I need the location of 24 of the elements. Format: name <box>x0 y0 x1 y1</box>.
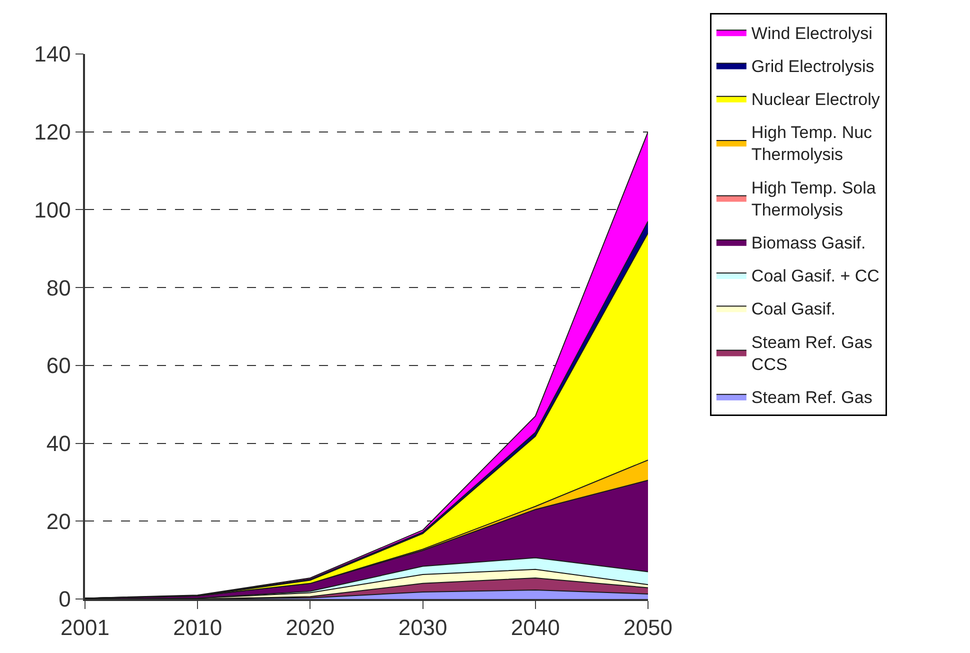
legend-label: Wind Electrolysi <box>751 24 872 43</box>
legend-label: Steam Ref. Gas <box>751 388 872 408</box>
legend-label: Coal Gasif. <box>751 300 836 319</box>
legend-label: High Temp. Nuc Thermolysis <box>751 123 873 164</box>
y-tick-label: 80 <box>46 275 71 300</box>
y-tick-label: 120 <box>34 120 71 145</box>
y-tick-label: 60 <box>46 353 71 378</box>
y-tick-label: 140 <box>34 42 71 67</box>
legend-label: High Temp. Sola Thermolysis <box>751 178 876 220</box>
y-tick-label: 0 <box>58 586 71 612</box>
legend-label: Grid Electrolysis <box>751 56 874 76</box>
x-tick-label: 2020 <box>286 615 335 640</box>
legend-label: Biomass Gasif. <box>751 234 866 253</box>
x-tick-label: 2010 <box>173 615 222 640</box>
legend-label: Steam Ref. Gas CCS <box>751 332 872 374</box>
x-tick-label: 2030 <box>398 615 448 640</box>
x-tick-label: 2040 <box>510 615 560 640</box>
y-tick-label: 100 <box>34 197 71 222</box>
y-tick-label: 20 <box>46 508 71 534</box>
x-tick-label: 2001 <box>60 615 110 640</box>
legend-label: Coal Gasif. + CC <box>751 266 880 286</box>
legend-label: Nuclear Electroly <box>751 90 880 110</box>
x-tick-label: 2050 <box>624 615 672 640</box>
y-tick-label: 40 <box>46 430 71 456</box>
